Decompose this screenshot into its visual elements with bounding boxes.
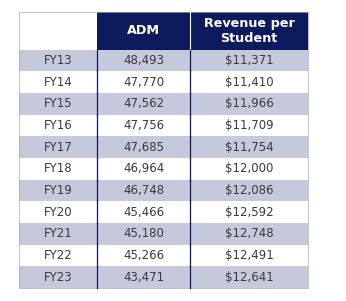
Text: $11,754: $11,754 bbox=[225, 141, 273, 154]
Text: 45,466: 45,466 bbox=[123, 206, 164, 219]
Text: FY18: FY18 bbox=[44, 162, 72, 175]
Text: 47,770: 47,770 bbox=[123, 76, 164, 89]
Text: 43,471: 43,471 bbox=[123, 271, 164, 284]
Text: 47,685: 47,685 bbox=[123, 141, 164, 154]
Text: $11,966: $11,966 bbox=[225, 97, 273, 110]
Text: FY13: FY13 bbox=[44, 54, 72, 67]
Text: 46,964: 46,964 bbox=[123, 162, 164, 175]
Text: FY16: FY16 bbox=[44, 119, 72, 132]
Text: ADM: ADM bbox=[127, 24, 160, 37]
Text: 48,493: 48,493 bbox=[123, 54, 164, 67]
Text: FY19: FY19 bbox=[44, 184, 72, 197]
Text: 45,180: 45,180 bbox=[123, 227, 164, 240]
Text: $11,410: $11,410 bbox=[225, 76, 273, 89]
Text: FY23: FY23 bbox=[44, 271, 72, 284]
Text: FY22: FY22 bbox=[44, 249, 72, 262]
Text: $12,592: $12,592 bbox=[225, 206, 273, 219]
Text: $12,086: $12,086 bbox=[225, 184, 273, 197]
Text: Revenue per
Student: Revenue per Student bbox=[204, 17, 294, 45]
Text: FY20: FY20 bbox=[44, 206, 72, 219]
Text: $11,709: $11,709 bbox=[225, 119, 273, 132]
Text: FY14: FY14 bbox=[44, 76, 72, 89]
Text: 47,562: 47,562 bbox=[123, 97, 164, 110]
Text: $12,491: $12,491 bbox=[225, 249, 273, 262]
Text: 46,748: 46,748 bbox=[123, 184, 164, 197]
Text: $12,641: $12,641 bbox=[225, 271, 273, 284]
Text: $11,371: $11,371 bbox=[225, 54, 273, 67]
Text: FY15: FY15 bbox=[44, 97, 72, 110]
Text: 47,756: 47,756 bbox=[123, 119, 164, 132]
Text: $12,748: $12,748 bbox=[225, 227, 273, 240]
Text: FY21: FY21 bbox=[44, 227, 72, 240]
Text: 45,266: 45,266 bbox=[123, 249, 164, 262]
Text: FY17: FY17 bbox=[44, 141, 72, 154]
Text: $12,000: $12,000 bbox=[225, 162, 273, 175]
